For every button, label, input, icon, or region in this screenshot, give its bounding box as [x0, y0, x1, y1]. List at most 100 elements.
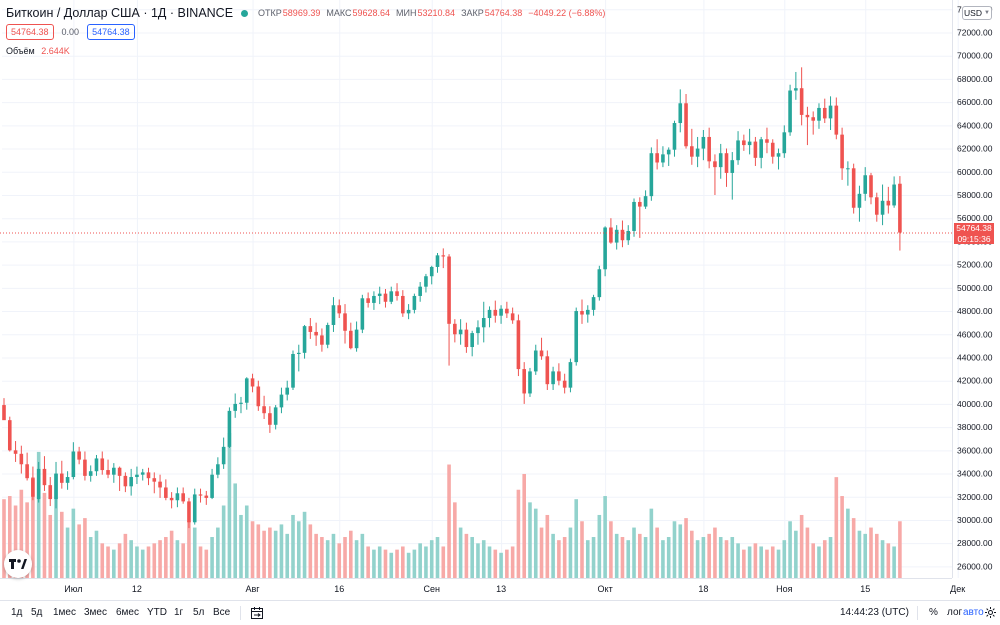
candle-body [811, 117, 815, 121]
candle-body [817, 107, 821, 121]
candle-body [661, 154, 665, 163]
volume-bar [770, 546, 775, 578]
candle-body [713, 161, 717, 168]
tradingview-logo-icon[interactable] [4, 550, 32, 578]
candle-body [406, 309, 411, 314]
range-1m-button[interactable]: 1мес [53, 607, 76, 618]
volume-bar [227, 433, 232, 578]
volume-bar [557, 540, 561, 578]
volume-bar [695, 540, 700, 578]
price-axis[interactable]: 26000.00 28000.00 30000.00 32000.00 34000.00… [957, 4, 993, 571]
range-1y-button[interactable]: 1г [174, 607, 184, 618]
candle-body [366, 298, 370, 303]
candle-body [418, 286, 422, 296]
price-tick-label: 64000.00 [957, 120, 993, 130]
date-range-icon[interactable] [250, 606, 264, 625]
price-tick-label: 32000.00 [957, 492, 993, 502]
candle-body [782, 132, 787, 154]
volume-bar [401, 546, 405, 578]
range-ytd-button[interactable]: YTD [147, 607, 167, 618]
candle-body [464, 329, 469, 348]
volume-bar [106, 546, 110, 578]
volume-bar [614, 533, 619, 578]
chart-canvas[interactable]: 26000.00 28000.00 30000.00 32000.00 34000.00… [0, 0, 1000, 600]
volume-bar [620, 537, 625, 578]
candle-body [499, 308, 503, 316]
range-6m-button[interactable]: 6мес [116, 607, 139, 618]
chevron-down-icon: ▼ [984, 10, 990, 16]
candle-body [557, 371, 561, 381]
spread-value: 0.00 [61, 27, 80, 37]
volume-bar [522, 473, 526, 578]
high-value: 59628.64 [352, 8, 391, 18]
time-axis[interactable]: Июл 12 Авг 16 Сен 13 Окт 18 Ноя 15 Дек [64, 584, 965, 594]
candle-body [447, 256, 451, 324]
candle-body [533, 350, 538, 372]
volume-bar [574, 499, 579, 578]
range-all-button[interactable]: Все [213, 607, 231, 618]
volume-bar [42, 492, 47, 578]
volume-bar [545, 514, 550, 578]
volume-bar [435, 537, 440, 578]
volume-bar [60, 511, 64, 578]
range-5y-button[interactable]: 5л [193, 607, 205, 618]
candle-body [776, 153, 781, 157]
price-tick-label: 48000.00 [957, 306, 993, 316]
candle-body [551, 371, 555, 385]
candle-body [123, 475, 128, 487]
auto-scale-button[interactable]: авто [963, 607, 984, 618]
volume-bar [337, 543, 342, 578]
candle-body [701, 136, 706, 149]
price-tick-label: 40000.00 [957, 399, 993, 409]
candle-body [117, 467, 122, 476]
high-label: МАКС [326, 8, 352, 18]
candle-body [481, 318, 486, 328]
range-1d-button[interactable]: 1д [11, 607, 23, 618]
candle-body [158, 481, 162, 488]
candle-body [580, 311, 584, 315]
open-label: ОТКР [258, 8, 282, 18]
candle-body [863, 175, 868, 194]
price-tick-label: 44000.00 [957, 352, 993, 362]
quote-pills: 54764.38 0.00 54764.38 [6, 24, 135, 40]
sell-price-button[interactable]: 54764.38 [6, 24, 54, 40]
candle-body [805, 114, 810, 118]
candle-body [632, 201, 636, 231]
volume-bar [291, 514, 295, 578]
toolbar-divider [240, 606, 241, 620]
volume-bar [13, 505, 18, 578]
candle-body [360, 298, 365, 330]
price-tick-label: 58000.00 [957, 190, 993, 200]
candle-body [314, 331, 318, 336]
volume-bar [874, 533, 879, 578]
symbol-title[interactable]: Биткоин / Доллар США · 1Д · BINANCE [6, 6, 234, 20]
close-value: 54764.38 [484, 8, 523, 18]
volume-bar [424, 546, 428, 578]
gear-icon[interactable] [984, 606, 997, 624]
range-3m-button[interactable]: 3мес [84, 607, 107, 618]
volume-bar [123, 533, 128, 578]
candle-body [869, 175, 873, 198]
candle-body [19, 453, 24, 465]
percent-scale-button[interactable]: % [929, 607, 938, 618]
volume-bar [817, 546, 821, 578]
currency-select[interactable]: USD ▼ [962, 6, 992, 20]
candle-body [828, 105, 833, 119]
candle-body [666, 149, 671, 155]
buy-price-button[interactable]: 54764.38 [87, 24, 135, 40]
volume-bar [395, 549, 399, 578]
volume-bar [638, 533, 642, 578]
volume-bar [65, 527, 70, 578]
volume-bar [19, 489, 24, 578]
candle-body [747, 141, 752, 146]
candle-body [736, 140, 740, 161]
range-5d-button[interactable]: 5д [31, 607, 43, 618]
candle-body [377, 293, 382, 296]
clock-time[interactable]: 14:44:23 (UTC) [840, 607, 909, 618]
volume-bar [794, 530, 798, 578]
volume-bar [603, 496, 607, 578]
candle-body [609, 227, 613, 243]
candle-body [94, 458, 99, 472]
volume-bar [256, 524, 261, 578]
log-scale-button[interactable]: лог [947, 607, 963, 618]
